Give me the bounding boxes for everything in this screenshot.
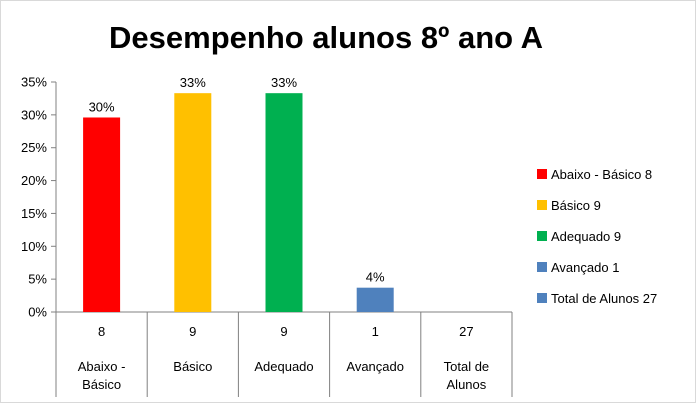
bar xyxy=(174,93,212,313)
x-category-label: Abaixo - xyxy=(78,359,126,374)
y-tick-label: 15% xyxy=(21,206,47,221)
legend-label: Adequado 9 xyxy=(551,229,621,244)
legend-swatch xyxy=(537,200,547,210)
chart-title: Desempenho alunos 8º ano A xyxy=(109,20,543,55)
y-tick-label: 10% xyxy=(21,239,47,254)
y-tick-label: 25% xyxy=(21,140,47,155)
y-tick-label: 0% xyxy=(28,305,47,320)
plot-area: 0% 5% 10% 15% 20% 25% 30% 35% 30% 8 Abaixo - Básico… xyxy=(21,75,513,397)
legend-label: Básico 9 xyxy=(551,198,601,213)
y-tick-label: 30% xyxy=(21,107,47,122)
x-category-label: Adequado xyxy=(254,359,313,374)
legend-swatch xyxy=(537,293,547,303)
x-category-label: Total de xyxy=(444,359,490,374)
legend-label: Avançado 1 xyxy=(551,260,619,275)
table-count: 27 xyxy=(459,324,473,339)
legend-swatch xyxy=(537,169,547,179)
legend-swatch xyxy=(537,262,547,272)
bar-data-label: 4% xyxy=(366,270,385,285)
legend: Abaixo - Básico 8 Básico 9 Adequado 9 Avanç… xyxy=(537,167,657,306)
table-count: 9 xyxy=(189,324,196,339)
y-tick-label: 5% xyxy=(28,272,47,287)
bar-data-label: 33% xyxy=(180,75,206,90)
legend-swatch xyxy=(537,231,547,241)
bar-data-label: 30% xyxy=(89,99,115,114)
bar xyxy=(265,93,303,313)
table-count: 1 xyxy=(372,324,379,339)
x-category-label: Básico xyxy=(82,377,121,392)
table-count: 8 xyxy=(98,324,105,339)
legend-label: Abaixo - Básico 8 xyxy=(551,167,652,182)
table-count: 9 xyxy=(280,324,287,339)
bar xyxy=(83,117,121,312)
x-category-label: Básico xyxy=(173,359,212,374)
bar xyxy=(356,287,394,312)
y-tick-label: 20% xyxy=(21,173,47,188)
y-tick-label: 35% xyxy=(21,75,47,90)
bar-data-label: 33% xyxy=(271,75,297,90)
legend-label: Total de Alunos 27 xyxy=(551,291,657,306)
x-category-label: Avançado xyxy=(346,359,404,374)
x-category-label: Alunos xyxy=(447,377,487,392)
